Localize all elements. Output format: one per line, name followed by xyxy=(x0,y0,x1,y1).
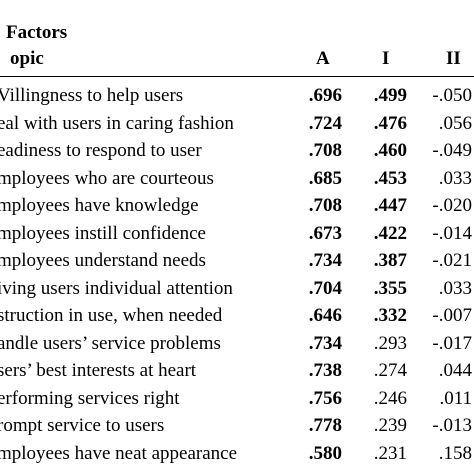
row-label: rompt service to users xyxy=(0,415,165,436)
cell-a: .685 xyxy=(308,167,342,189)
table-row: struction in use, when needed .646 .332 -.0… xyxy=(0,304,474,332)
cell-ii: -.020 xyxy=(432,195,472,216)
table-row: Villingness to help users .696 .499 -.050 xyxy=(0,84,474,112)
table-row: iving users individual attention .704 .355… xyxy=(0,277,474,305)
table-row: erforming services right .756 .246 .011 xyxy=(0,387,474,415)
cell-a: .646 xyxy=(308,305,342,326)
row-label: Villingness to help users xyxy=(0,85,184,106)
cell-a: .734 xyxy=(308,250,342,271)
cell-i: .274 xyxy=(373,360,407,381)
table-row: sers’ best interests at heart .738 .274 .04… xyxy=(0,359,474,387)
row-label: mployees instill confidence xyxy=(0,222,206,244)
cell-i: .453 xyxy=(373,167,407,189)
cell-ii: .056 xyxy=(438,112,472,134)
cell-ii: .033 xyxy=(438,167,472,189)
cell-a: .708 xyxy=(308,140,342,161)
row-label: mployees understand needs xyxy=(0,250,206,271)
cell-ii: -.007 xyxy=(432,305,472,326)
row-label: eadiness to respond to user xyxy=(0,140,202,161)
table-row: andle users’ service problems .734 .293 -.0… xyxy=(0,332,474,360)
cell-i: .422 xyxy=(373,222,407,244)
cell-a: .580 xyxy=(308,442,342,464)
column-header-topic: opic xyxy=(10,48,44,69)
cell-i: .460 xyxy=(373,140,407,161)
table-title: Factors xyxy=(6,22,68,43)
cell-a: .734 xyxy=(308,332,342,354)
cell-i: .293 xyxy=(373,332,407,354)
cell-i: .355 xyxy=(373,277,407,299)
cell-a: .673 xyxy=(308,222,342,244)
cell-a: .708 xyxy=(308,195,342,216)
row-label: andle users’ service problems xyxy=(0,332,221,354)
row-label: erforming services right xyxy=(0,387,180,409)
cell-ii: -.014 xyxy=(432,222,472,244)
cell-ii: -.021 xyxy=(432,250,472,271)
header-divider xyxy=(0,76,474,77)
cell-ii: .011 xyxy=(439,387,472,409)
cell-a: .724 xyxy=(308,112,342,134)
row-label: mployees have neat appearance xyxy=(0,442,238,464)
cell-i: .499 xyxy=(373,85,407,106)
cell-i: .476 xyxy=(373,112,407,134)
cell-i: .246 xyxy=(373,387,407,409)
table-body: Villingness to help users .696 .499 -.050 ea… xyxy=(0,84,474,469)
row-label: eal with users in caring fashion xyxy=(0,112,234,134)
table-row: mployees who are courteous .685 .453 .033 xyxy=(0,167,474,195)
table-row: mployees have neat appearance .580 .231 .15… xyxy=(0,442,474,470)
row-label: sers’ best interests at heart xyxy=(0,360,197,381)
table-row: eal with users in caring fashion .724 .476… xyxy=(0,112,474,140)
cell-ii: .044 xyxy=(438,360,472,381)
table-row: rompt service to users .778 .239 -.013 xyxy=(0,414,474,442)
cell-ii: .033 xyxy=(438,277,472,299)
cell-ii: -.017 xyxy=(432,332,472,354)
cell-a: .756 xyxy=(308,387,342,409)
cell-a: .696 xyxy=(308,85,342,106)
cell-i: .332 xyxy=(373,305,407,326)
row-label: struction in use, when needed xyxy=(0,305,223,326)
table-row: mployees instill confidence .673 .422 -.014 xyxy=(0,222,474,250)
column-header-ii: II xyxy=(446,48,461,69)
cell-i: .239 xyxy=(373,415,407,436)
table-row: eadiness to respond to user .708 .460 -.049 xyxy=(0,139,474,167)
table-header-row: opic A I II xyxy=(0,48,474,74)
table-row: mployees have knowledge .708 .447 -.020 xyxy=(0,194,474,222)
cell-i: .387 xyxy=(373,250,407,271)
row-label: mployees have knowledge xyxy=(0,195,199,216)
cell-ii: .158 xyxy=(438,442,472,464)
cell-ii: -.049 xyxy=(432,140,472,161)
row-label: mployees who are courteous xyxy=(0,167,214,189)
cell-ii: -.050 xyxy=(432,85,472,106)
cell-a: .704 xyxy=(308,277,342,299)
cell-ii: -.013 xyxy=(432,415,472,436)
column-header-a: A xyxy=(316,48,330,69)
cell-i: .231 xyxy=(373,442,407,464)
column-header-i: I xyxy=(382,48,390,69)
row-label: iving users individual attention xyxy=(0,277,233,299)
cell-i: .447 xyxy=(373,195,407,216)
cell-a: .738 xyxy=(308,360,342,381)
table-row: mployees understand needs .734 .387 -.021 xyxy=(0,249,474,277)
cell-a: .778 xyxy=(308,415,342,436)
